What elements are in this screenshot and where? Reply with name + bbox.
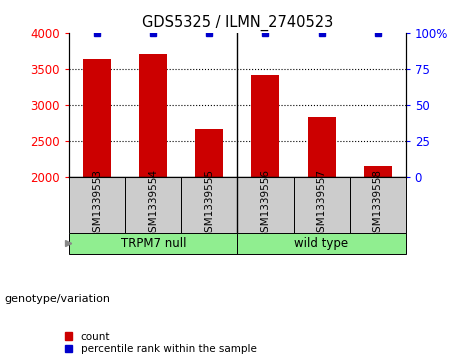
Text: GSM1339556: GSM1339556 (260, 169, 271, 239)
Bar (69, 233, 237, 254)
Bar (364, 167, 392, 177)
Bar (181, 177, 237, 233)
Bar (125, 177, 181, 233)
Text: GSM1339555: GSM1339555 (204, 169, 214, 239)
Bar (237, 233, 406, 254)
Text: GSM1339558: GSM1339558 (372, 169, 383, 239)
Bar (307, 117, 336, 177)
Text: TRPM7 null: TRPM7 null (120, 237, 186, 250)
Text: GSM1339554: GSM1339554 (148, 169, 158, 239)
Bar (195, 129, 224, 177)
Text: GSM1339557: GSM1339557 (317, 169, 326, 239)
Title: GDS5325 / ILMN_2740523: GDS5325 / ILMN_2740523 (142, 15, 333, 31)
Bar (69, 177, 125, 233)
Text: wild type: wild type (295, 237, 349, 250)
Bar (294, 177, 349, 233)
Text: GSM1339553: GSM1339553 (92, 169, 102, 239)
Text: genotype/variation: genotype/variation (5, 294, 111, 305)
Bar (139, 54, 167, 177)
Legend: count, percentile rank within the sample: count, percentile rank within the sample (65, 331, 257, 354)
Bar (349, 177, 406, 233)
Bar (83, 60, 111, 177)
Bar (237, 177, 294, 233)
Bar (251, 75, 279, 177)
